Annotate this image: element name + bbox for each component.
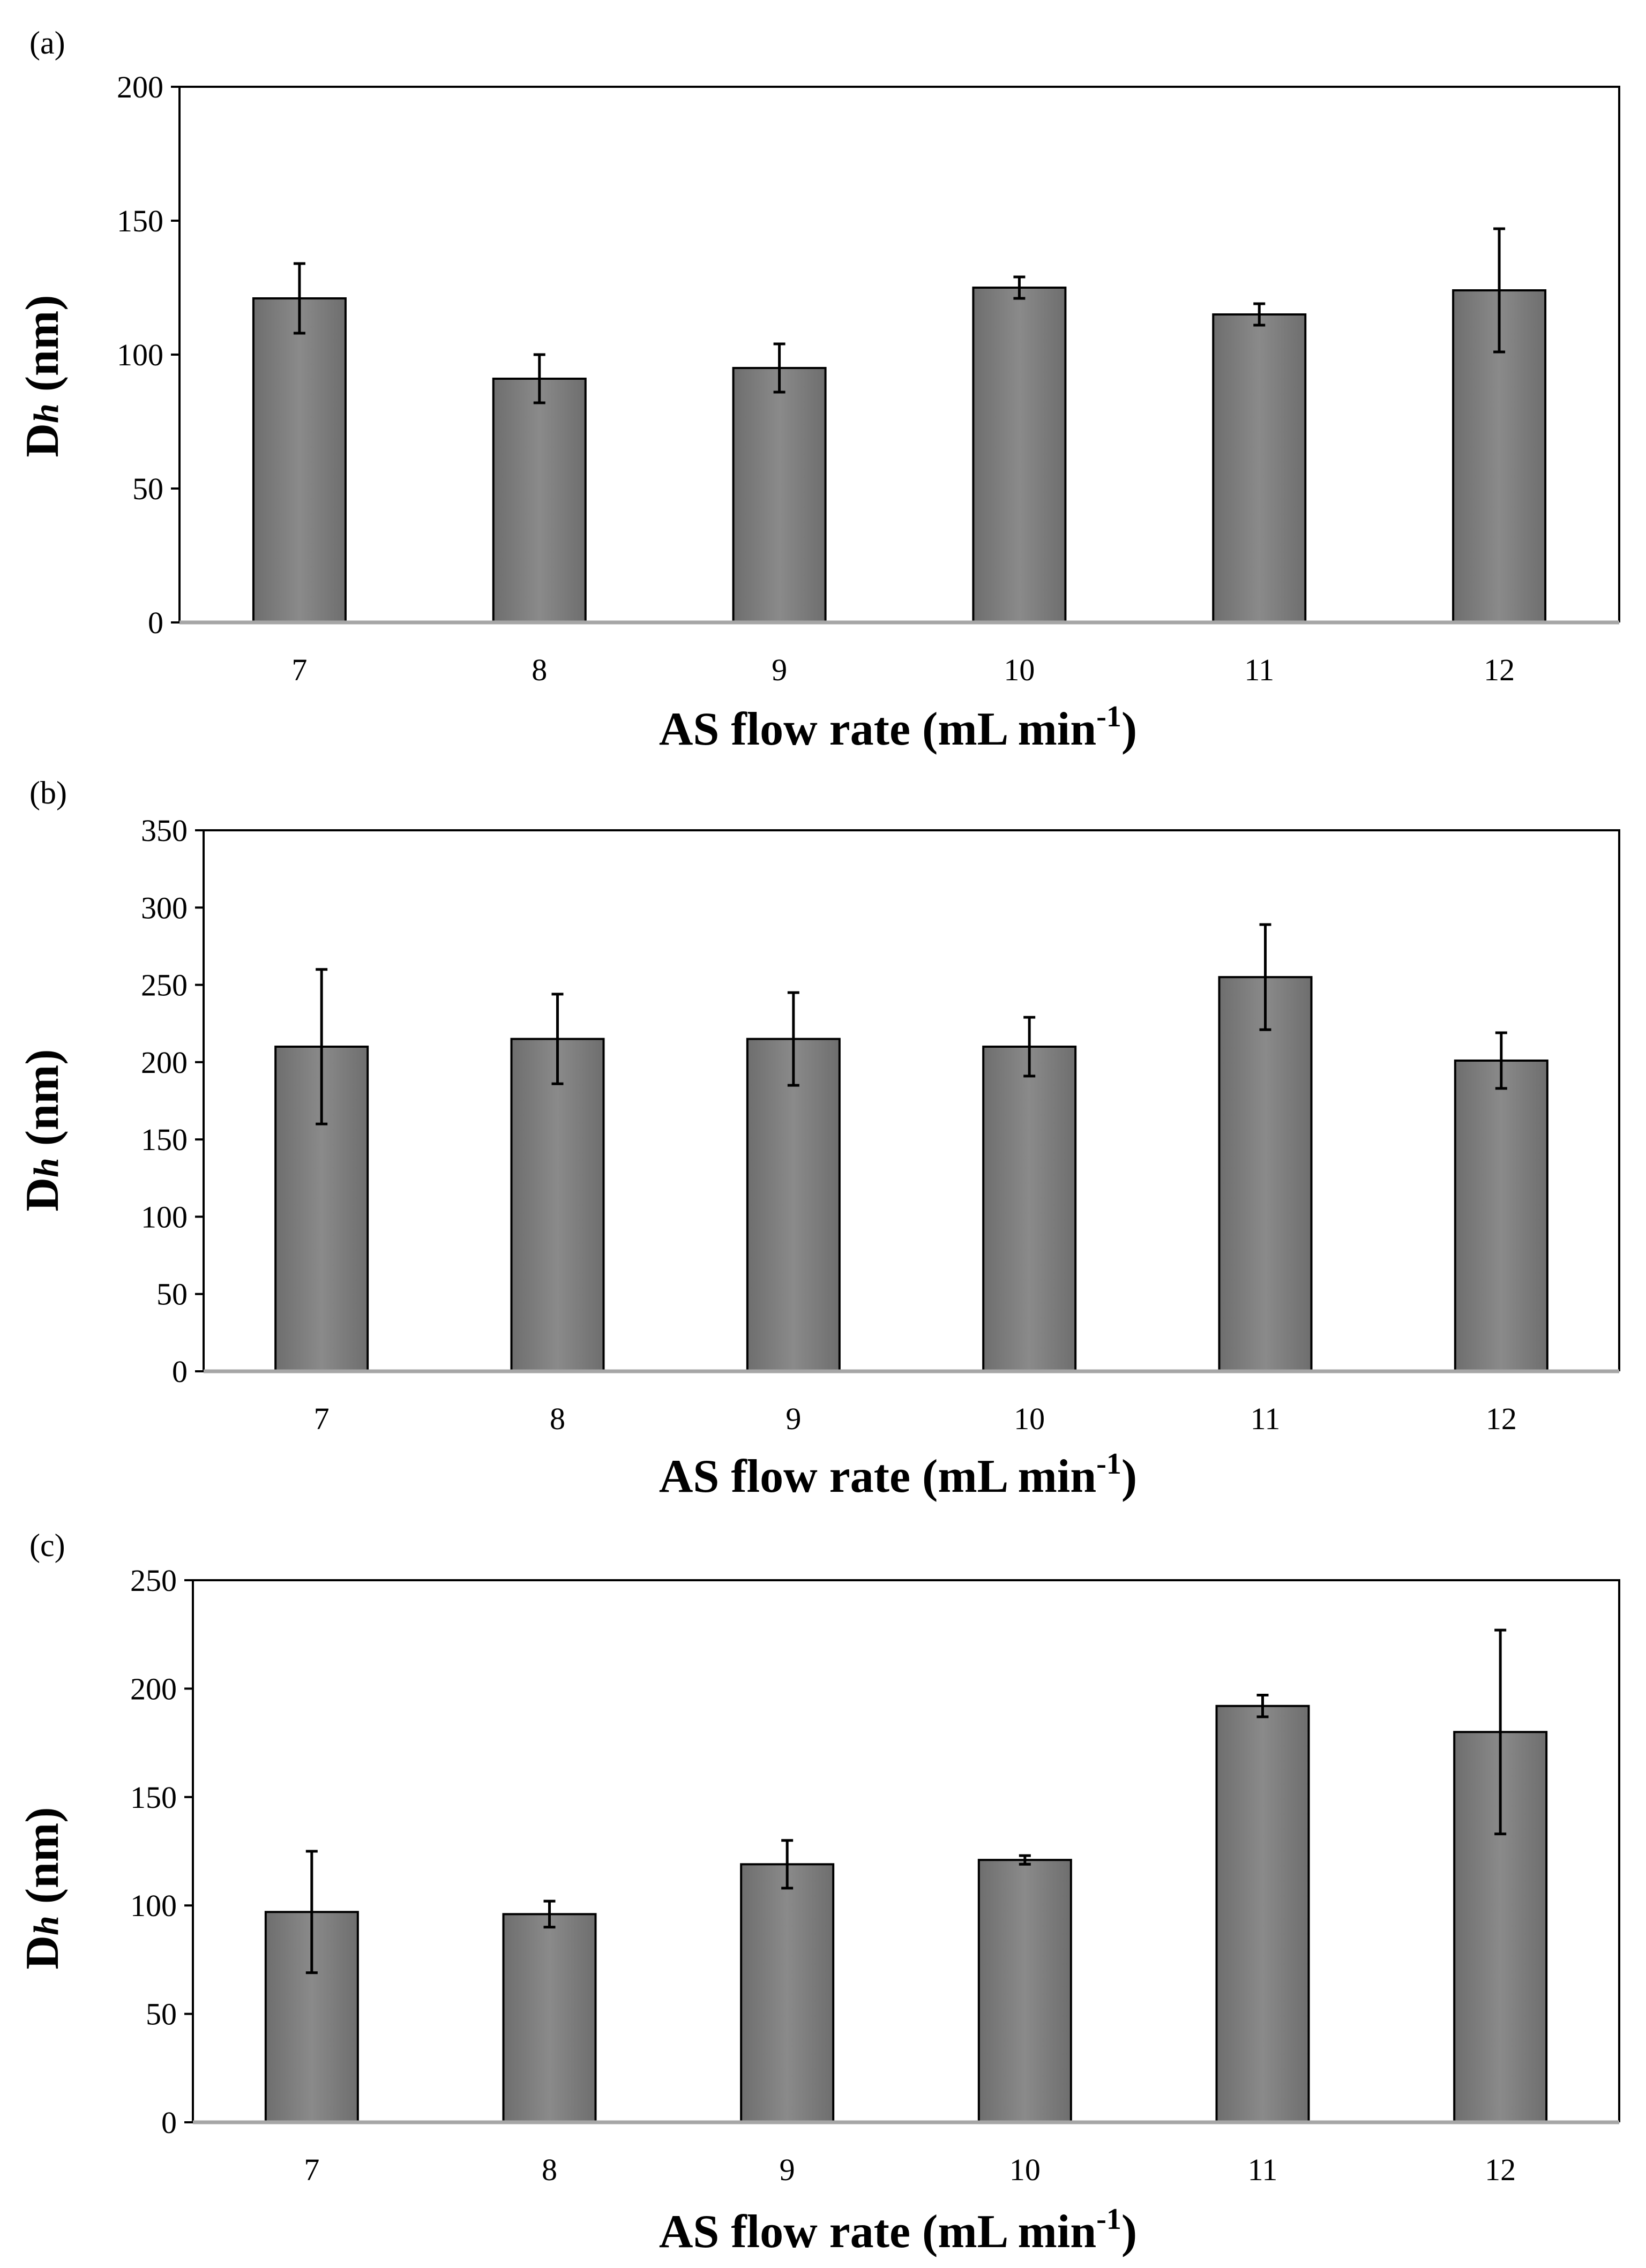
bar-12 [1454,1059,1548,1372]
error-bars [316,923,1507,1125]
x-tick-labels: 7 8 9 10 11 12 [314,1401,1517,1436]
y-tick-label: 250 [141,968,188,1003]
axes [195,829,1620,1373]
y-tick-label: 200 [117,70,163,104]
y-axis-label: Dh (nm) [17,1807,69,1969]
bar-10 [982,1046,1077,1372]
x-tick-label: 10 [1009,2152,1041,2187]
bars [264,1704,1548,2124]
bar-9 [732,367,827,624]
bar-9 [746,1038,841,1372]
y-tick-label: 100 [130,1888,177,1923]
x-tick-label: 12 [1486,1401,1517,1436]
chart-panel-c: (c) 0 50 100 150 200 250 7 8 9 10 11 12 AS flow ra… [17,1528,1620,2258]
chart-panel-a: (a) 0 50 100 150 200 7 8 9 10 11 12 AS flow rate … [17,25,1620,755]
bar-8 [510,1038,605,1372]
y-tick-label: 50 [132,471,163,506]
y-tick-label: 300 [141,890,188,925]
plot-frame [192,1579,1620,2122]
bar-8 [502,1913,597,2124]
x-axis-label: AS flow rate (mL min-1) [659,700,1137,755]
panel-label: (a) [29,25,65,61]
chart-panel-b: (b) 0 50 100 150 200 250 300 350 7 8 9 10 11 12 AS f… [17,775,1620,1503]
x-tick-label: 9 [780,2152,795,2187]
plot-frame [178,86,1620,622]
y-tick-label: 100 [117,337,163,372]
bars [252,287,1547,624]
x-tick-label: 11 [1251,1401,1281,1436]
y-tick-label: 150 [117,204,163,238]
axes [171,86,1620,625]
x-tick-label: 10 [1004,652,1035,687]
x-tick-label: 10 [1014,1401,1045,1436]
plot-frame [203,829,1620,1371]
x-axis-label: AS flow rate (mL min-1) [659,2203,1137,2258]
y-tick-labels: 0 50 100 150 200 250 300 350 [141,813,188,1389]
x-tick-label: 12 [1485,2152,1516,2187]
y-axis-label: Dh (nm) [17,295,69,457]
y-tick-labels: 0 50 100 150 200 [117,70,163,640]
x-tick-label: 11 [1248,2152,1278,2187]
y-axis-label: Dh (nm) [17,1049,69,1211]
bar-7 [252,297,347,624]
bar-10 [977,1859,1072,2123]
y-tick-label: 50 [156,1277,188,1312]
y-tick-label: 50 [146,1997,177,2032]
bars [274,976,1548,1372]
x-tick-label: 11 [1244,652,1274,687]
error-bars [293,227,1506,404]
y-tick-label: 200 [141,1045,188,1080]
bar-9 [740,1863,835,2124]
y-tick-label: 150 [130,1780,177,1815]
x-tick-label: 9 [772,652,787,687]
bar-8 [492,378,587,624]
y-tick-label: 350 [141,813,188,848]
y-tick-label: 250 [130,1563,177,1598]
bar-10 [972,287,1067,624]
y-tick-label: 0 [161,2105,177,2140]
y-tick-label: 0 [148,605,163,640]
x-tick-label: 7 [291,652,307,687]
y-tick-label: 150 [141,1122,188,1157]
axes [184,1579,1620,2124]
x-tick-label: 7 [304,2152,319,2187]
x-tick-label: 7 [314,1401,330,1436]
bar-11 [1212,313,1307,624]
error-bars [305,1628,1507,1974]
x-axis-label: AS flow rate (mL min-1) [659,1447,1137,1503]
panel-label: (c) [29,1528,65,1563]
y-tick-label: 0 [172,1354,188,1389]
y-tick-labels: 0 50 100 150 200 250 [130,1563,177,2140]
y-tick-label: 200 [130,1671,177,1706]
bar-11 [1218,976,1313,1372]
x-tick-label: 8 [550,1401,565,1436]
x-tick-label: 8 [542,2152,557,2187]
x-tick-labels: 7 8 9 10 11 12 [304,2152,1516,2187]
panel-label: (b) [29,775,67,810]
y-tick-label: 100 [141,1199,188,1234]
x-tick-label: 12 [1484,652,1515,687]
x-tick-label: 8 [532,652,547,687]
x-tick-label: 9 [785,1401,801,1436]
x-tick-labels: 7 8 9 10 11 12 [291,652,1515,687]
bar-11 [1215,1704,1310,2123]
